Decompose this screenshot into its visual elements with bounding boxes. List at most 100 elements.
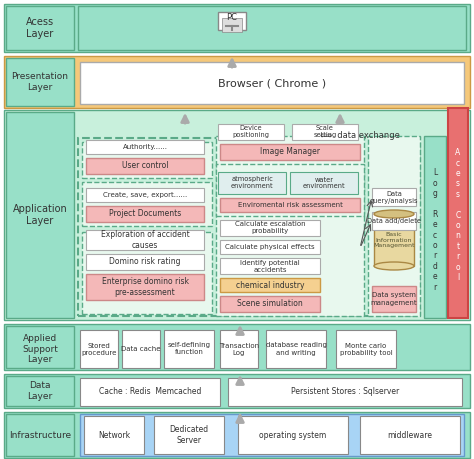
Ellipse shape (374, 210, 414, 218)
Bar (86, 230, 204, 250)
Text: Device
positioning: Device positioning (233, 125, 270, 139)
Bar (6, 6, 74, 50)
Text: Network: Network (98, 431, 130, 440)
Bar (372, 212, 416, 230)
Bar (122, 330, 160, 368)
Bar (4, 110, 470, 320)
Bar (6, 414, 74, 456)
Bar (372, 188, 416, 206)
Text: Project Documents: Project Documents (109, 209, 181, 218)
Ellipse shape (374, 262, 414, 270)
Text: database reading
and writing: database reading and writing (265, 342, 327, 356)
Bar (78, 138, 420, 316)
Text: Dedicated
Server: Dedicated Server (170, 425, 209, 445)
Text: ⟺  data exchange: ⟺ data exchange (320, 130, 400, 140)
Text: Authority......: Authority...... (123, 144, 167, 150)
Bar (6, 112, 74, 318)
Bar (154, 416, 224, 454)
Text: Scale
setting: Scale setting (313, 125, 337, 139)
Bar (80, 378, 220, 406)
Text: atmospheric
environment: atmospheric environment (231, 177, 273, 190)
Bar (218, 12, 246, 30)
Bar (448, 108, 468, 318)
Bar (290, 172, 358, 194)
Text: Data
Layer: Data Layer (27, 381, 53, 401)
Bar (372, 286, 416, 312)
Bar (360, 416, 460, 454)
Bar (80, 414, 464, 456)
Bar (220, 144, 360, 160)
Bar (374, 214, 414, 266)
Bar (220, 258, 320, 274)
Bar (424, 136, 446, 318)
Text: self-defining
function: self-defining function (167, 342, 210, 356)
Text: Presentation
Layer: Presentation Layer (11, 73, 69, 92)
Bar (218, 124, 284, 140)
Bar (220, 278, 320, 292)
Text: Stored
procedure: Stored procedure (82, 342, 117, 356)
Bar (82, 182, 212, 226)
Text: Data cache: Data cache (121, 346, 161, 352)
Text: Data system
management: Data system management (371, 292, 417, 306)
Bar (82, 232, 212, 314)
Bar (216, 136, 364, 316)
Text: Infrastructure: Infrastructure (9, 431, 71, 440)
Text: Identify potential
accidents: Identify potential accidents (240, 259, 300, 273)
Bar (6, 376, 74, 406)
Bar (220, 296, 320, 312)
Text: Data add/delete: Data add/delete (367, 218, 421, 224)
Text: Enviromental risk assessment: Enviromental risk assessment (237, 202, 342, 208)
Text: Acess
Layer: Acess Layer (26, 17, 54, 39)
Bar (218, 172, 286, 194)
Bar (86, 158, 204, 174)
Text: chemical industry: chemical industry (236, 280, 304, 290)
Text: Basic
Information
Management: Basic Information Management (373, 232, 415, 248)
Text: water
environment: water environment (303, 177, 346, 190)
Text: Cache : Redis  Memcached: Cache : Redis Memcached (99, 387, 201, 397)
Text: A
c
e
s
s

C
o
n
t
r
o
l: A c e s s C o n t r o l (456, 148, 461, 282)
Text: Browser ( Chrome ): Browser ( Chrome ) (218, 78, 326, 88)
Bar (4, 324, 470, 370)
Bar (238, 416, 348, 454)
Bar (222, 18, 242, 32)
Text: Applied
Support
Layer: Applied Support Layer (22, 334, 58, 364)
Text: User control: User control (122, 162, 168, 170)
Bar (6, 58, 74, 106)
Text: Scene simulation: Scene simulation (237, 300, 303, 308)
Bar (164, 330, 214, 368)
Text: Calculate physical effects: Calculate physical effects (225, 244, 315, 250)
Bar (86, 140, 204, 154)
Text: operating system: operating system (259, 431, 327, 440)
Text: middleware: middleware (388, 431, 432, 440)
Bar (368, 136, 420, 316)
Bar (84, 416, 144, 454)
Text: Image Manager: Image Manager (260, 147, 320, 157)
Bar (220, 330, 258, 368)
Bar (4, 4, 470, 52)
Text: Exploration of accident
causes: Exploration of accident causes (100, 230, 190, 250)
Bar (228, 378, 462, 406)
Bar (220, 240, 320, 254)
Bar (6, 326, 74, 368)
Bar (78, 6, 466, 50)
Text: PC: PC (227, 13, 237, 22)
Bar (80, 62, 464, 104)
Bar (266, 330, 326, 368)
Bar (86, 206, 204, 222)
Bar (4, 374, 470, 408)
Bar (4, 56, 470, 108)
Text: Domino risk rating: Domino risk rating (109, 257, 181, 267)
Bar (216, 164, 364, 216)
Text: L
o
g

R
e
c
o
r
d
e
r: L o g R e c o r d e r (432, 168, 438, 292)
Text: Data
query/analysis: Data query/analysis (370, 190, 418, 203)
Bar (220, 220, 320, 236)
Bar (292, 124, 358, 140)
Text: Calculate escalation
probability: Calculate escalation probability (235, 222, 305, 235)
Bar (4, 412, 470, 458)
Bar (82, 142, 212, 178)
Bar (86, 274, 204, 300)
Bar (220, 198, 360, 212)
Bar (80, 330, 118, 368)
Bar (336, 330, 396, 368)
Text: Monte carlo
probability tool: Monte carlo probability tool (340, 342, 392, 356)
